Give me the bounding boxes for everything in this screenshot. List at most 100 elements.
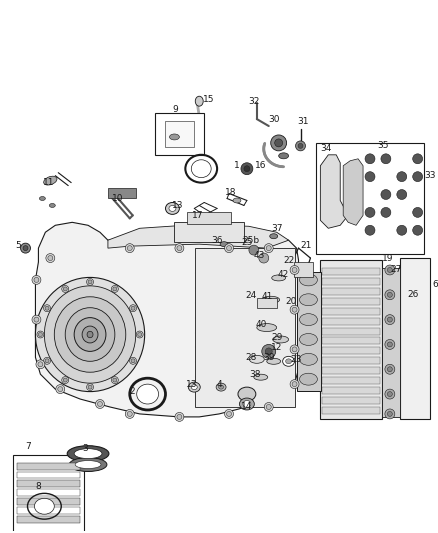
Circle shape [397,190,407,199]
Circle shape [275,139,283,147]
Bar [108,188,136,198]
Ellipse shape [32,276,41,285]
Text: 31: 31 [298,117,309,126]
Ellipse shape [290,265,299,274]
Bar [322,397,380,404]
Polygon shape [108,224,289,248]
Text: 36: 36 [212,236,223,245]
Ellipse shape [254,374,268,380]
Ellipse shape [233,198,241,203]
Ellipse shape [267,358,281,364]
Ellipse shape [219,385,223,389]
Ellipse shape [300,334,318,345]
Circle shape [381,207,391,217]
Ellipse shape [44,286,136,383]
Ellipse shape [220,241,228,247]
Text: 41: 41 [261,292,272,301]
Circle shape [397,225,407,235]
Text: 18: 18 [225,188,237,197]
Circle shape [385,409,395,419]
Ellipse shape [292,382,297,386]
Text: 19: 19 [382,254,394,263]
Circle shape [381,154,391,164]
Text: 20: 20 [285,297,296,306]
Polygon shape [320,155,348,228]
Circle shape [381,190,391,199]
Ellipse shape [111,377,118,384]
Text: 6: 6 [433,280,438,289]
Bar [322,407,380,414]
Circle shape [385,290,395,300]
Ellipse shape [290,379,299,389]
Ellipse shape [36,360,45,369]
Bar [322,308,380,314]
Bar [322,288,380,295]
Ellipse shape [88,385,92,389]
Ellipse shape [35,498,54,514]
Ellipse shape [88,280,92,284]
Bar [17,463,80,470]
Ellipse shape [169,205,176,212]
Bar [382,268,400,417]
Text: 38: 38 [249,370,261,379]
Bar [322,268,380,275]
Bar [17,480,80,487]
Ellipse shape [130,305,137,312]
Text: 14: 14 [241,402,253,411]
Ellipse shape [216,383,226,391]
Ellipse shape [188,382,200,392]
Text: 25b: 25b [242,236,259,245]
Circle shape [271,135,286,151]
Text: 13: 13 [172,201,183,210]
Ellipse shape [225,244,233,253]
Ellipse shape [82,326,98,343]
Bar [257,298,277,308]
Ellipse shape [54,297,126,372]
Ellipse shape [39,197,46,200]
Bar [322,337,380,344]
Circle shape [385,314,395,325]
Bar [293,262,314,277]
Text: 15: 15 [203,95,215,104]
Ellipse shape [43,357,50,364]
Bar [165,121,194,147]
Text: 21: 21 [301,241,312,249]
Bar [322,298,380,305]
Ellipse shape [125,244,134,253]
Bar [174,222,244,242]
Ellipse shape [177,246,182,251]
Ellipse shape [65,308,115,361]
Circle shape [385,364,395,374]
Ellipse shape [125,409,134,418]
Ellipse shape [175,244,184,253]
Ellipse shape [272,275,286,281]
Ellipse shape [62,377,69,384]
Ellipse shape [43,305,50,312]
Circle shape [413,225,423,235]
Circle shape [387,268,392,272]
Bar [322,348,380,354]
Ellipse shape [290,305,299,314]
Circle shape [387,411,392,416]
Bar [17,516,80,523]
Circle shape [387,292,392,297]
Ellipse shape [264,244,273,253]
Text: 22: 22 [283,255,294,264]
Ellipse shape [127,246,132,251]
Circle shape [21,243,31,253]
Ellipse shape [290,345,299,354]
Bar [13,455,84,532]
Text: 43: 43 [253,251,265,260]
Circle shape [387,342,392,347]
Ellipse shape [45,306,49,310]
Text: 24: 24 [245,292,257,300]
Text: 8: 8 [35,482,41,491]
Circle shape [244,166,250,172]
Ellipse shape [74,449,102,458]
Ellipse shape [56,385,65,393]
Ellipse shape [191,160,211,177]
Text: 39: 39 [263,353,275,362]
Text: 40: 40 [255,320,266,329]
Circle shape [241,163,253,175]
Ellipse shape [87,278,94,285]
